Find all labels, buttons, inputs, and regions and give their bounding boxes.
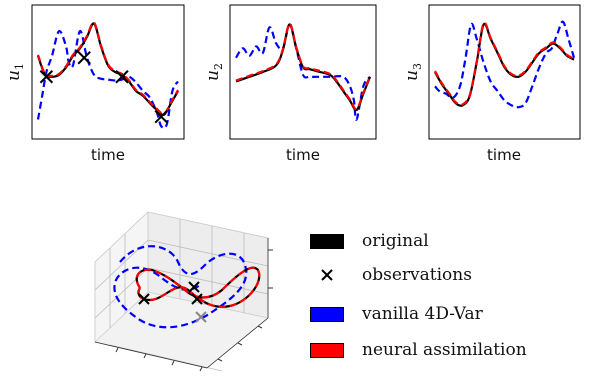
legend-label: vanilla 4D-Var <box>362 304 483 324</box>
legend-item-vanilla-4dvar: vanilla 4D-Var <box>310 301 483 327</box>
y-axis-label-sub: 1 <box>13 63 26 70</box>
observation-marker <box>115 70 129 84</box>
neural-assimilation-line <box>434 21 575 106</box>
panel-u1: time u1 <box>4 4 185 164</box>
legend-item-observations: observations <box>310 262 472 288</box>
observation-marker <box>138 293 150 305</box>
plot-frame <box>31 4 185 140</box>
legend-swatch-vanilla <box>310 306 344 322</box>
legend-swatch-original <box>310 233 344 249</box>
observation-marker <box>154 109 168 124</box>
axis-ticks-3d <box>115 249 273 372</box>
plot-frame <box>428 4 581 140</box>
x-axis-label: time <box>91 146 125 164</box>
vanilla-4dvar-trajectory-3d <box>113 245 248 329</box>
y-axis-label-main: u <box>402 70 422 81</box>
y-axis-label-main: u <box>203 70 223 81</box>
neural-assimilation-trajectory-3d <box>135 266 261 308</box>
neural-assimilation-line <box>36 21 179 116</box>
observation-marker <box>77 51 91 65</box>
y-axis-label-sub: 2 <box>212 63 225 70</box>
legend-label: original <box>362 231 429 251</box>
panel-u3: time u3 <box>402 4 581 164</box>
legend-label: observations <box>362 265 472 285</box>
axes-box-3d <box>94 211 269 372</box>
svg-text:u1: u1 <box>4 63 26 81</box>
legend-item-neural-assimilation: neural assimilation <box>310 337 527 363</box>
observation-marker <box>188 281 200 293</box>
panel-u2: time u2 <box>203 4 377 164</box>
svg-text:u3: u3 <box>402 63 424 81</box>
y-axis-label-main: u <box>4 70 24 81</box>
legend-item-original: original <box>310 228 429 254</box>
x-axis-label: time <box>286 146 320 164</box>
vanilla-4d-var-line <box>235 23 371 121</box>
y-axis-label: u1 <box>4 63 26 81</box>
legend-label: neural assimilation <box>362 340 527 360</box>
observation-marker <box>39 70 54 84</box>
observation-marker <box>195 311 207 323</box>
legend-swatch-neural <box>310 342 344 358</box>
neural-assimilation-line <box>235 22 372 111</box>
x-marker-icon <box>310 265 344 285</box>
y-axis-label: u3 <box>402 63 424 81</box>
observation-marker <box>191 293 203 305</box>
phase-space-3d-plot <box>94 211 273 372</box>
original-line <box>36 22 179 117</box>
y-axis-label: u2 <box>203 63 225 81</box>
y-axis-label-sub: 3 <box>411 63 424 70</box>
svg-text:u2: u2 <box>203 63 225 81</box>
x-axis-label: time <box>487 146 521 164</box>
observation-markers-3d <box>138 281 207 323</box>
plot-frame <box>229 4 377 140</box>
